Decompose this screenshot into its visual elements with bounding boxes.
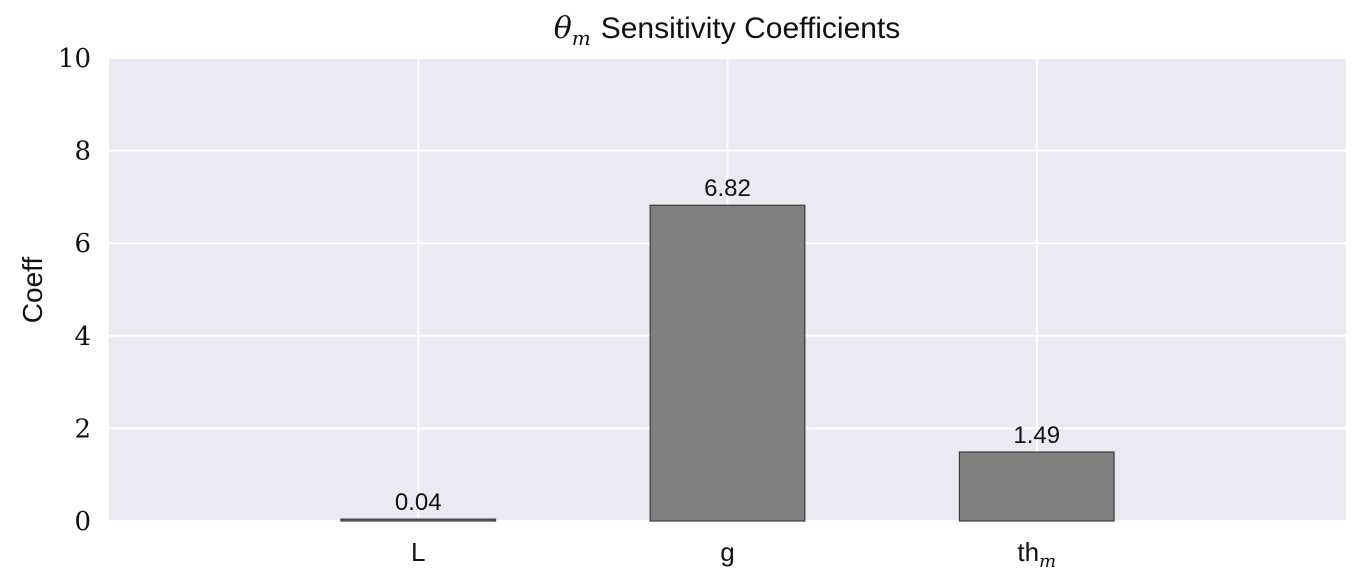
x-tick-label-subscript: m — [1039, 551, 1056, 572]
title-symbol: θ — [554, 11, 572, 46]
title-subscript: m — [572, 26, 591, 50]
y-axis-label: Coeff — [17, 257, 48, 324]
y-tick-label: 4 — [74, 322, 91, 352]
x-tick-label-text: L — [411, 537, 425, 567]
bar-value-label: 0.04 — [395, 489, 442, 516]
y-tick-label: 8 — [74, 137, 91, 167]
chart-title: θm Sensitivity Coefficients — [554, 11, 901, 50]
title-text: Sensitivity Coefficients — [601, 12, 901, 45]
bar-g — [649, 204, 806, 522]
y-tick-label: 0 — [74, 507, 91, 537]
bar-thm — [958, 451, 1115, 522]
bar-L — [340, 518, 497, 522]
y-tick-label: 2 — [74, 414, 91, 444]
y-tick-labels: 0 2 4 6 8 10 — [58, 44, 91, 537]
bar-value-label: 6.82 — [704, 175, 751, 202]
x-tick-label: thm — [1017, 537, 1056, 572]
x-tick-label: L — [411, 537, 425, 567]
x-tick-label-text: th — [1017, 537, 1039, 567]
bar-value-label: 1.49 — [1013, 422, 1060, 449]
y-tick-label: 10 — [58, 44, 91, 74]
x-tick-label: g — [720, 537, 734, 567]
value-labels: 0.04 6.82 1.49 — [395, 175, 1060, 516]
y-tick-label: 6 — [74, 229, 91, 259]
x-tick-label-text: g — [720, 537, 734, 567]
bars — [340, 204, 1115, 522]
